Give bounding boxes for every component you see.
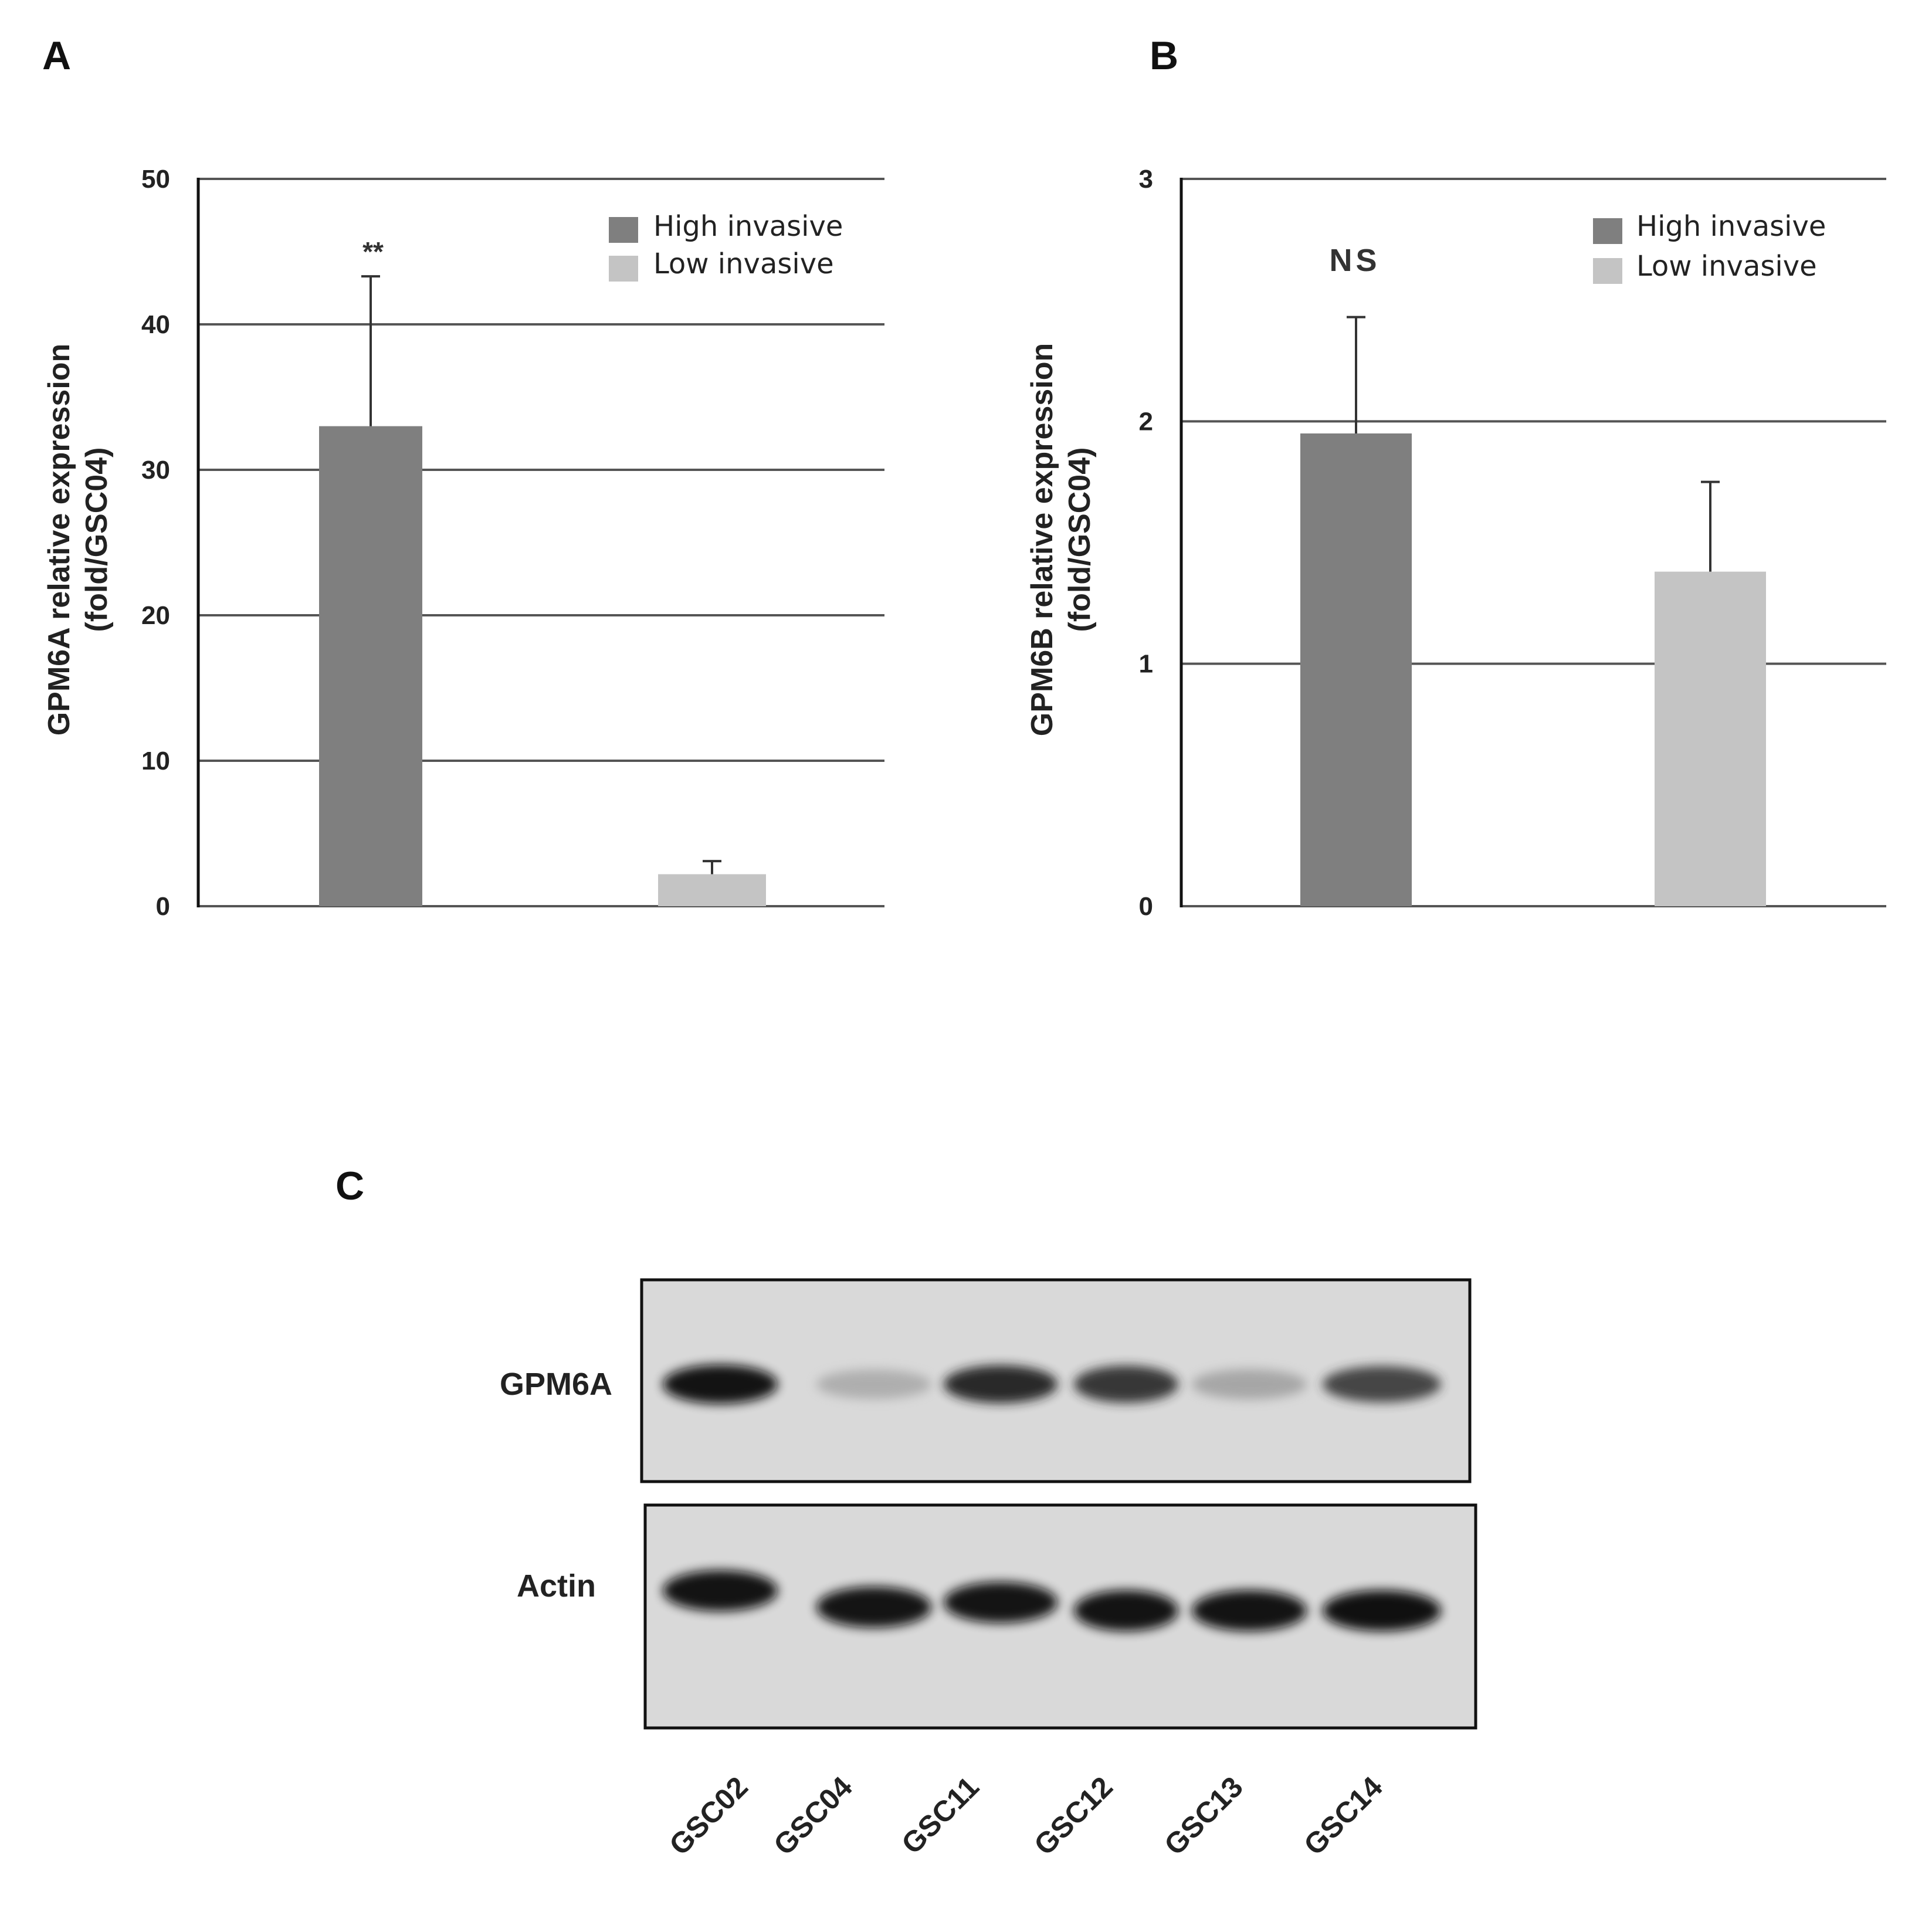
y-tick-a-2: 20 (141, 601, 170, 630)
lane-label-gsc13: GSC13 (1158, 1770, 1249, 1862)
y-tick-a-3: 30 (141, 456, 170, 484)
lane-label-gsc02: GSC02 (663, 1770, 754, 1862)
blot-band-actin-2 (944, 1582, 1057, 1623)
y-tick-b-0: 0 (1139, 892, 1153, 921)
blot-row-label-actin: Actin (517, 1568, 596, 1604)
blot-band-gpm6a-4 (1192, 1369, 1307, 1399)
chart-gpm6b: GPM6B relative expression (fold/GSC04) H… (1025, 165, 1886, 921)
blot-band-actin-0 (663, 1570, 778, 1611)
lane-label-gsc12: GSC12 (1028, 1770, 1119, 1862)
legend-swatch-a-1 (609, 256, 638, 282)
y-tick-b-3: 3 (1139, 165, 1153, 194)
blot-band-actin-5 (1323, 1590, 1441, 1631)
y-tick-b-1: 1 (1139, 650, 1153, 679)
significance-marker-b: NS (1329, 243, 1380, 278)
blot-band-gpm6a-3 (1074, 1365, 1178, 1403)
y-axis-label-a-line1: GPM6A relative expression (42, 344, 76, 736)
blot-band-gpm6a-0 (663, 1364, 778, 1404)
bar-a-0 (319, 426, 422, 906)
y-tick-a-0: 0 (156, 892, 170, 921)
bar-b-1 (1655, 571, 1766, 906)
y-axis-label-a-line2: (fold/GSC04) (80, 448, 114, 632)
blot-band-gpm6a-2 (944, 1365, 1057, 1404)
legend-swatch-a-0 (609, 217, 638, 243)
legend-high-label-a: High invasive (653, 210, 843, 243)
y-tick-a-1: 10 (141, 747, 170, 775)
western-blot: GPM6A Actin GSC02 GSC04 GSC11 GSC12 GSC1… (500, 1278, 1477, 1862)
lane-label-gsc14: GSC14 (1297, 1770, 1389, 1862)
lane-label-gsc11: GSC11 (895, 1770, 985, 1860)
lane-label-gsc04: GSC04 (767, 1770, 859, 1862)
y-tick-a-5: 50 (141, 165, 170, 194)
blot-band-actin-4 (1192, 1590, 1307, 1631)
panel-label-b: B (1150, 33, 1178, 78)
blot-row-label-gpm6a: GPM6A (500, 1367, 612, 1402)
significance-marker-a: ** (362, 236, 384, 267)
legend-low-label-b: Low invasive (1636, 250, 1817, 283)
y-tick-b-2: 2 (1139, 407, 1153, 436)
lane-labels: GSC02 GSC04 GSC11 GSC12 GSC13 GSC14 (663, 1770, 1389, 1862)
legend-swatch-b-0 (1593, 218, 1622, 244)
y-axis-label-b-line1: GPM6B relative expression (1025, 343, 1059, 737)
chart-gpm6a: GPM6A relative expression (fold/GSC04) H… (42, 165, 884, 921)
legend-high-label-b: High invasive (1636, 210, 1826, 243)
blot-band-gpm6a-1 (816, 1370, 931, 1399)
bar-a-1 (658, 874, 766, 906)
blot-band-gpm6a-5 (1323, 1366, 1441, 1402)
panel-label-a: A (42, 33, 71, 78)
y-tick-a-4: 40 (141, 310, 170, 339)
blot-band-actin-3 (1074, 1590, 1178, 1631)
panel-label-c: C (335, 1164, 364, 1208)
y-axis-label-b-line2: (fold/GSC04) (1063, 448, 1097, 632)
legend-swatch-b-1 (1593, 258, 1622, 284)
legend-low-label-a: Low invasive (653, 248, 834, 280)
bar-b-0 (1300, 433, 1412, 906)
blot-band-actin-1 (816, 1587, 931, 1628)
